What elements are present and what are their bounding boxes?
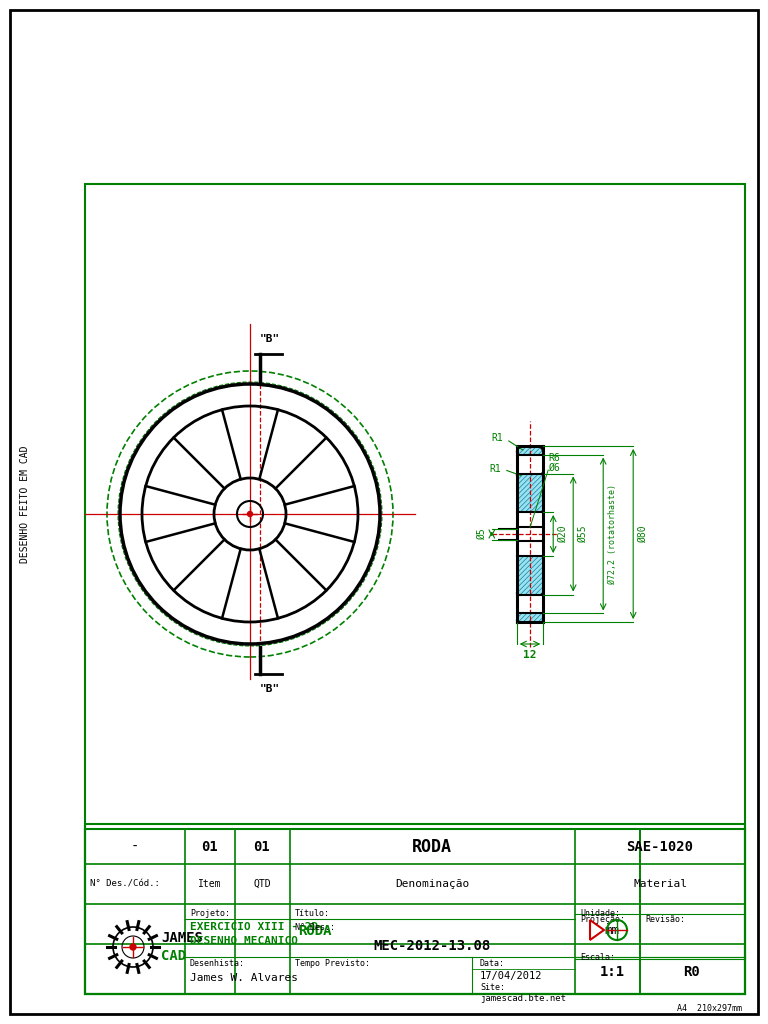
Text: Ø6: Ø6 <box>548 463 560 473</box>
Text: Data:: Data: <box>480 959 505 968</box>
Polygon shape <box>517 473 543 512</box>
Text: Ø72,2 (rotatorhaste): Ø72,2 (rotatorhaste) <box>608 484 617 584</box>
Circle shape <box>247 512 253 516</box>
Text: R1: R1 <box>491 433 503 443</box>
Circle shape <box>130 944 136 950</box>
Text: DESENHO FEITO EM CAD: DESENHO FEITO EM CAD <box>20 445 30 563</box>
Text: SAE-1020: SAE-1020 <box>627 840 694 854</box>
Text: jamescad.bte.net: jamescad.bte.net <box>480 994 566 1002</box>
Text: -: - <box>131 840 139 854</box>
Text: Escala:: Escala: <box>580 953 615 962</box>
Text: mm: mm <box>604 924 620 937</box>
Text: Projeção:: Projeção: <box>580 915 625 924</box>
Text: Denominação: Denominação <box>395 879 469 889</box>
Text: DESENHO MECANICO: DESENHO MECANICO <box>190 936 298 946</box>
Text: Ø80: Ø80 <box>638 525 648 543</box>
Text: Item: Item <box>198 879 222 889</box>
Text: N° Des./Cód.:: N° Des./Cód.: <box>90 880 160 889</box>
Text: James W. Alvares: James W. Alvares <box>190 973 298 983</box>
Text: Desenhista:: Desenhista: <box>190 959 245 968</box>
Text: Ø5: Ø5 <box>477 528 487 540</box>
Polygon shape <box>517 446 543 455</box>
Text: 17/04/2012: 17/04/2012 <box>480 971 542 981</box>
Text: RODA: RODA <box>412 838 452 856</box>
Text: CAD: CAD <box>161 949 186 963</box>
Text: JAMES: JAMES <box>161 931 203 945</box>
Polygon shape <box>517 556 543 595</box>
Text: Unidade:: Unidade: <box>580 909 620 918</box>
Text: R0: R0 <box>684 965 700 979</box>
Text: "B": "B" <box>260 334 280 344</box>
Text: Título:: Título: <box>295 909 330 918</box>
Text: 01: 01 <box>202 840 218 854</box>
Text: A4  210x297mm: A4 210x297mm <box>677 1004 742 1013</box>
Text: Ø20: Ø20 <box>558 525 568 543</box>
Text: Projeto:: Projeto: <box>190 909 230 918</box>
Text: QTD: QTD <box>253 879 271 889</box>
Text: RODA: RODA <box>298 924 332 938</box>
Text: N° Des.:: N° Des.: <box>295 923 335 932</box>
Text: EXERCICIO XIII - 2D: EXERCICIO XIII - 2D <box>190 922 318 932</box>
Text: MEC-2012-13.08: MEC-2012-13.08 <box>373 939 491 953</box>
Text: Ø55: Ø55 <box>578 525 588 543</box>
Text: Tempo Previsto:: Tempo Previsto: <box>295 959 370 968</box>
Text: 12: 12 <box>523 650 537 660</box>
Text: 1:1: 1:1 <box>600 965 624 979</box>
Text: R1: R1 <box>489 464 501 473</box>
Text: R6: R6 <box>548 453 560 463</box>
Text: Revisão:: Revisão: <box>645 915 685 924</box>
Text: 01: 01 <box>253 840 270 854</box>
Text: Material: Material <box>633 879 687 889</box>
Polygon shape <box>517 613 543 622</box>
Text: Site:: Site: <box>480 983 505 992</box>
Text: "B": "B" <box>260 684 280 694</box>
